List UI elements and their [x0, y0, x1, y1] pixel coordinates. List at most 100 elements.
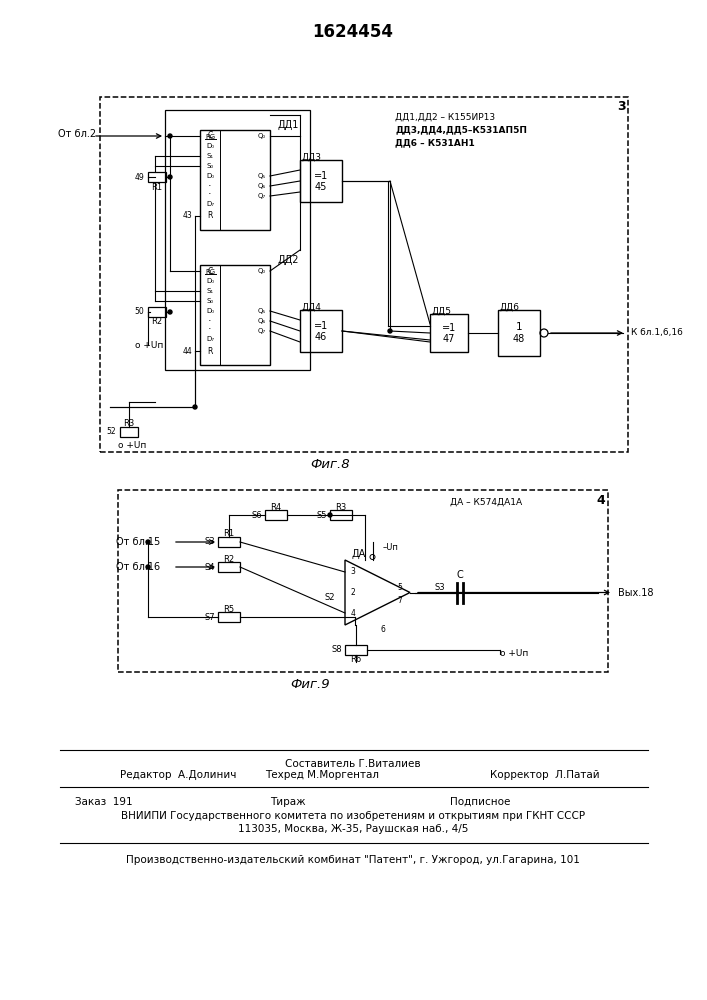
Text: ДД3,ДД4,ДД5–К531АП5П: ДД3,ДД4,ДД5–К531АП5П — [395, 125, 527, 134]
Text: От бл.16: От бл.16 — [116, 562, 160, 572]
Text: =1: =1 — [314, 171, 328, 181]
Bar — [200, 265, 270, 365]
Text: ·: · — [208, 316, 212, 326]
Text: Q₇: Q₇ — [258, 328, 266, 334]
Bar — [118, 490, 608, 672]
Text: Q₅: Q₅ — [258, 308, 266, 314]
Circle shape — [146, 565, 150, 569]
Text: Q₆: Q₆ — [258, 183, 266, 189]
Text: 44: 44 — [182, 347, 192, 356]
Text: ДА: ДА — [351, 549, 366, 559]
Text: R3: R3 — [335, 502, 346, 512]
Text: –Uп: –Uп — [382, 544, 398, 552]
Bar — [345, 645, 367, 655]
Text: D₀: D₀ — [206, 278, 214, 284]
Text: От бл.15: От бл.15 — [116, 537, 160, 547]
Bar — [120, 427, 138, 437]
Text: Корректор  Л.Патай: Корректор Л.Патай — [490, 770, 600, 780]
Text: ·: · — [208, 189, 212, 199]
Text: 3: 3 — [617, 101, 625, 113]
Bar — [100, 97, 628, 452]
Text: Фиг.8: Фиг.8 — [310, 458, 350, 472]
Text: ДД1,ДД2 – К155ИР13: ДД1,ДД2 – К155ИР13 — [395, 112, 495, 121]
Text: Q₀: Q₀ — [258, 268, 266, 274]
Bar — [218, 612, 240, 622]
Text: R5: R5 — [223, 604, 235, 613]
Polygon shape — [345, 560, 410, 625]
Text: R2: R2 — [223, 554, 235, 564]
Text: S3: S3 — [205, 538, 216, 546]
Text: 50: 50 — [134, 308, 144, 316]
Text: 52: 52 — [106, 428, 116, 436]
Text: 45: 45 — [315, 182, 327, 192]
Text: От бл.2: От бл.2 — [58, 129, 96, 139]
Text: =1: =1 — [442, 323, 456, 333]
Circle shape — [146, 540, 150, 544]
Text: S7: S7 — [205, 612, 216, 621]
Bar — [200, 130, 270, 230]
Text: D₇: D₇ — [206, 201, 214, 207]
Text: 43: 43 — [182, 212, 192, 221]
Bar — [148, 172, 166, 182]
Bar — [148, 307, 166, 317]
Text: D₀: D₀ — [206, 308, 214, 314]
Text: ВНИИПИ Государственного комитета по изобретениям и открытиям при ГКНТ СССР: ВНИИПИ Государственного комитета по изоб… — [121, 811, 585, 821]
Text: ДД6: ДД6 — [500, 302, 520, 312]
Text: R2: R2 — [151, 318, 163, 326]
Text: o +Uп: o +Uп — [135, 340, 163, 350]
Text: 4: 4 — [351, 608, 356, 617]
Text: D₀: D₀ — [206, 143, 214, 149]
Text: S₁: S₁ — [206, 153, 214, 159]
Circle shape — [168, 175, 172, 179]
Text: ДД6 – К531АН1: ДД6 – К531АН1 — [395, 138, 474, 147]
Text: 5: 5 — [397, 583, 402, 592]
Text: ДА – К574ДА1А: ДА – К574ДА1А — [450, 497, 522, 506]
Text: Q₀: Q₀ — [258, 133, 266, 139]
Text: Производственно-издательский комбинат "Патент", г. Ужгород, ул.Гагарина, 101: Производственно-издательский комбинат "П… — [126, 855, 580, 865]
Text: R: R — [207, 347, 213, 356]
Bar — [330, 510, 352, 520]
Text: o +Uп: o +Uп — [118, 440, 146, 450]
Text: RG: RG — [205, 134, 215, 140]
Text: 2: 2 — [351, 588, 356, 597]
Text: S2: S2 — [325, 593, 335, 602]
Bar — [218, 562, 240, 572]
Bar — [300, 310, 342, 352]
Text: Вых.18: Вых.18 — [618, 587, 653, 597]
Text: S4: S4 — [205, 562, 215, 572]
Text: Q₇: Q₇ — [258, 193, 266, 199]
Text: 1: 1 — [515, 322, 522, 332]
Text: D₇: D₇ — [206, 336, 214, 342]
Text: =1: =1 — [314, 321, 328, 331]
Text: ДД4: ДД4 — [302, 302, 322, 312]
Text: 4: 4 — [597, 493, 605, 506]
Text: Редактор  А.Долинич: Редактор А.Долинич — [120, 770, 236, 780]
Text: 113035, Москва, Ж-35, Раушская наб., 4/5: 113035, Москва, Ж-35, Раушская наб., 4/5 — [238, 824, 468, 834]
Bar — [218, 537, 240, 547]
Bar — [165, 110, 310, 370]
Text: R1: R1 — [151, 182, 163, 192]
Text: S₀: S₀ — [206, 298, 214, 304]
Text: 7: 7 — [397, 596, 402, 605]
Text: ДД3: ДД3 — [302, 152, 322, 161]
Text: R4: R4 — [271, 502, 281, 512]
Text: 1624454: 1624454 — [312, 23, 394, 41]
Text: C: C — [457, 570, 463, 580]
Text: 49: 49 — [134, 172, 144, 182]
Text: ДД2: ДД2 — [278, 255, 300, 265]
Text: S₁: S₁ — [206, 288, 214, 294]
Text: o +Uп: o +Uп — [500, 650, 528, 658]
Circle shape — [193, 405, 197, 409]
Text: 46: 46 — [315, 332, 327, 342]
Text: R: R — [207, 212, 213, 221]
Text: Заказ  191: Заказ 191 — [75, 797, 133, 807]
Text: S₀: S₀ — [206, 163, 214, 169]
Circle shape — [168, 310, 172, 314]
Bar — [430, 314, 468, 352]
Text: ДД1: ДД1 — [278, 120, 299, 130]
Text: RG: RG — [205, 269, 215, 275]
Text: К бл.1,6,16: К бл.1,6,16 — [631, 328, 683, 338]
Text: ·: · — [208, 181, 212, 191]
Text: Тираж: Тираж — [270, 797, 305, 807]
Bar — [498, 310, 540, 356]
